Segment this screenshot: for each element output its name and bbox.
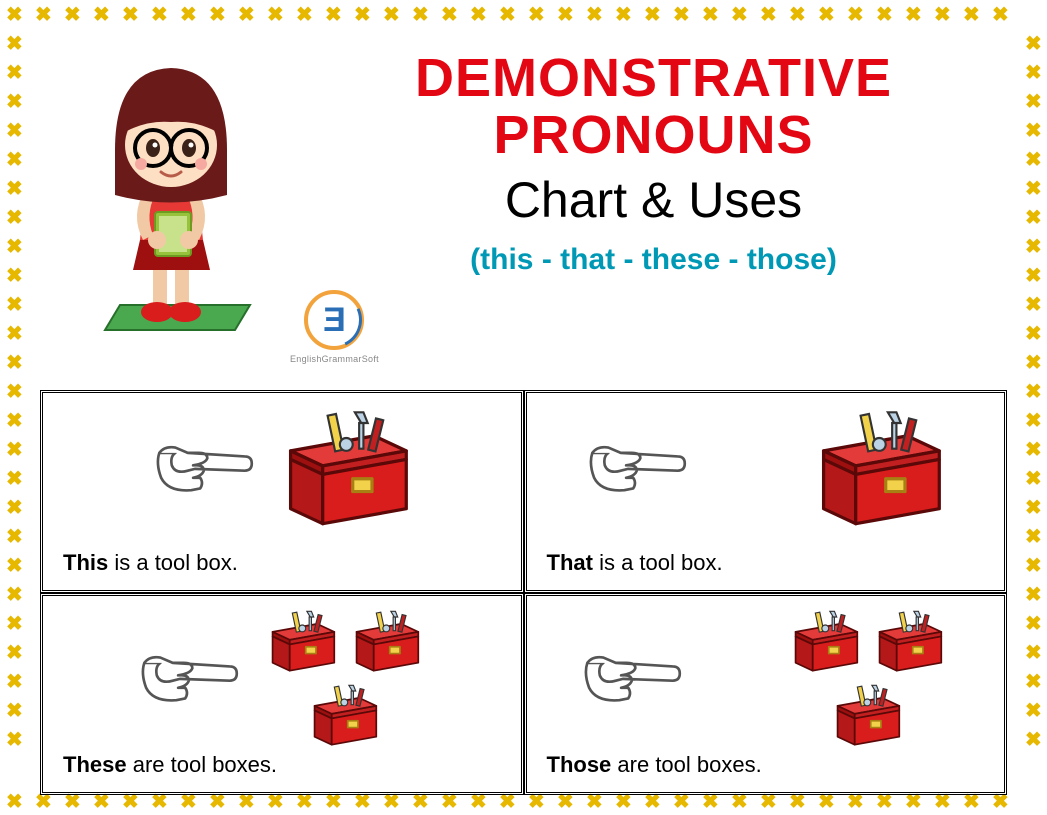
title-line-2: PRONOUNS xyxy=(300,107,1007,164)
title-line-1: DEMONSTRATIVE xyxy=(300,50,1007,107)
logo-icon: Ǝ xyxy=(304,290,364,350)
toolbox-group xyxy=(252,606,432,750)
pointing-hand-icon xyxy=(575,638,685,718)
brand-logo: Ǝ EnglishGrammarSoft xyxy=(290,290,379,364)
cell-those: Those are tool boxes. xyxy=(524,593,1008,796)
logo-text: EnglishGrammarSoft xyxy=(290,354,379,364)
subtitle-1: Chart & Uses xyxy=(300,171,1007,229)
toolbox-icon xyxy=(267,403,417,533)
pointing-hand-icon xyxy=(132,638,242,718)
cell-that: That is a tool box. xyxy=(524,390,1008,593)
header: DEMONSTRATIVE PRONOUNS Chart & Uses (thi… xyxy=(40,30,1007,390)
examples-grid: This is a tool box. That i xyxy=(40,390,1007,795)
title-block: DEMONSTRATIVE PRONOUNS Chart & Uses (thi… xyxy=(300,30,1007,390)
toolbox-icon xyxy=(800,403,950,533)
caption-those: Those are tool boxes. xyxy=(547,752,762,778)
caption-this: This is a tool box. xyxy=(63,550,238,576)
caption-these: These are tool boxes. xyxy=(63,752,277,778)
pointing-hand-icon xyxy=(580,428,690,508)
cell-these: These are tool boxes. xyxy=(40,593,524,796)
pointing-hand-icon xyxy=(147,428,257,508)
caption-that: That is a tool box. xyxy=(547,550,723,576)
toolbox-group xyxy=(775,606,955,750)
cell-this: This is a tool box. xyxy=(40,390,524,593)
subtitle-2: (this - that - these - those) xyxy=(300,243,1007,277)
girl-illustration xyxy=(40,30,300,390)
